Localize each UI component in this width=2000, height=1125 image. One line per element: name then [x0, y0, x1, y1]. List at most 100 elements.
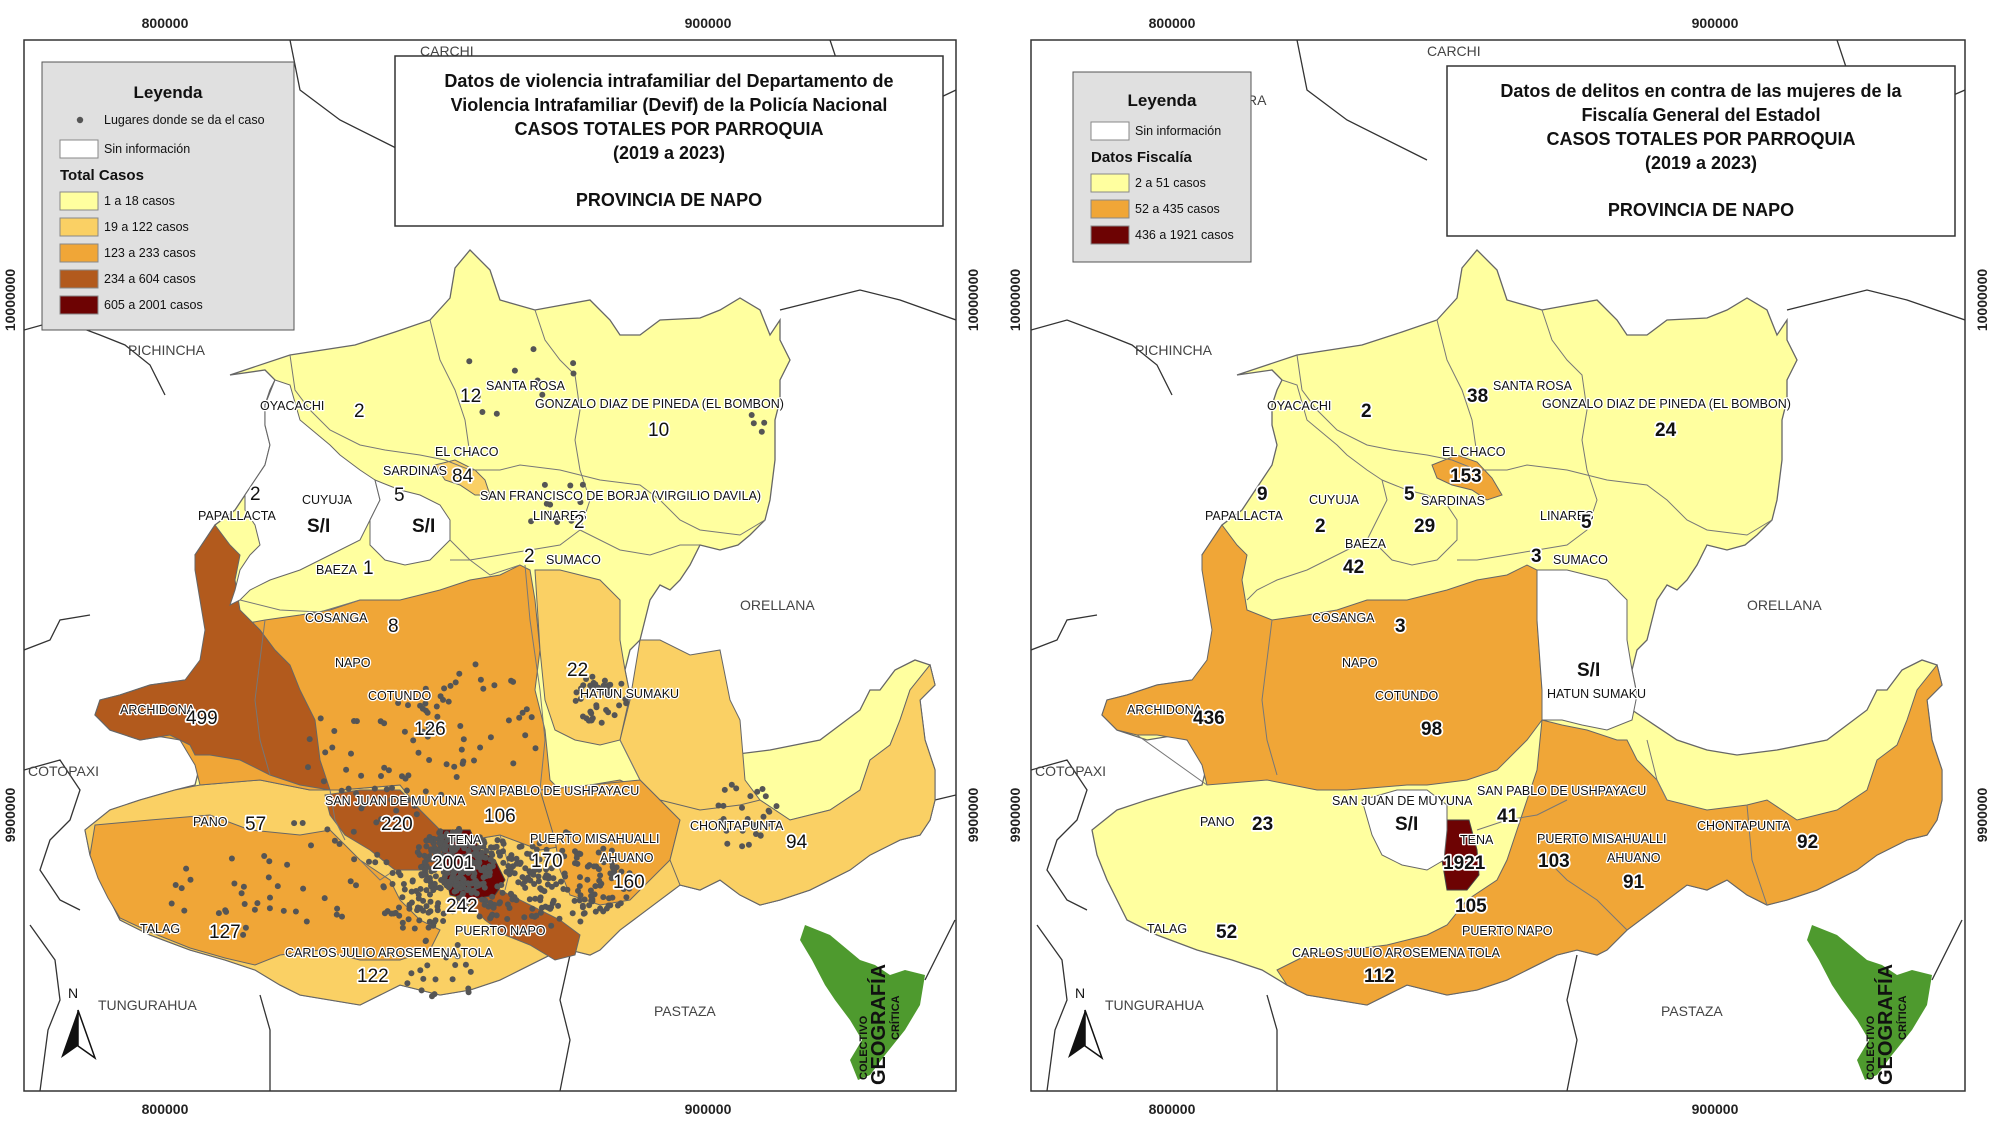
case-dot	[544, 838, 551, 845]
value-cuyuja-l: S/I	[307, 516, 330, 537]
case-dot	[576, 883, 583, 890]
case-dot	[516, 861, 523, 867]
case-dot	[223, 908, 230, 915]
label-pichincha-right: PICHINCHA	[1135, 342, 1213, 358]
case-dot	[403, 787, 410, 794]
case-dot	[331, 837, 338, 844]
case-dot	[428, 847, 435, 854]
case-dot	[445, 698, 452, 705]
case-dot	[242, 924, 249, 931]
case-dot	[465, 868, 472, 874]
case-dot	[422, 685, 429, 692]
case-dot	[597, 872, 604, 879]
case-dot	[483, 848, 490, 854]
case-dot	[541, 888, 548, 895]
case-dot	[595, 866, 602, 873]
left-logo: GEOGRAFÍA COLECTIVO CRÍTICA EC	[800, 925, 925, 1085]
case-dot	[456, 670, 463, 677]
case-dot	[408, 970, 415, 977]
value-cotundo-l: 126	[414, 719, 446, 740]
case-dot	[436, 840, 443, 847]
value-santa-rosa-l: 12	[460, 386, 481, 407]
case-dot	[300, 885, 307, 892]
left-legend-swatch-2	[59, 243, 99, 263]
case-dot	[348, 750, 354, 757]
case-dot	[451, 888, 458, 895]
case-dot	[358, 805, 365, 812]
label-pichincha-left: PICHINCHA	[128, 342, 206, 358]
value-chontapunta-l: 94	[786, 832, 808, 853]
case-dot	[480, 685, 487, 692]
coord-y1-right-l: 10000000	[965, 269, 981, 332]
parish-sumaco-r: SUMACO	[1553, 553, 1608, 567]
case-dot	[592, 908, 599, 915]
case-dot	[415, 891, 422, 898]
left-region-el-chaco	[434, 459, 491, 496]
parish-ahuano-r: AHUANO	[1607, 851, 1661, 865]
value-chontapunta-r: 92	[1797, 832, 1818, 853]
case-dot	[572, 697, 579, 704]
case-dot	[500, 840, 507, 847]
parish-archidona-r: ARCHIDONA	[1127, 703, 1203, 717]
case-dot	[728, 781, 735, 788]
case-dot	[715, 802, 722, 809]
parish-oyacachi-l: OYACACHI	[260, 399, 324, 413]
case-dot	[334, 905, 341, 912]
case-dot	[345, 785, 352, 792]
case-dot	[477, 854, 484, 861]
case-dot	[423, 843, 430, 850]
case-dot	[422, 938, 429, 945]
case-dot	[480, 837, 487, 844]
case-dot	[542, 903, 549, 910]
case-dot	[587, 887, 594, 894]
case-dot	[449, 976, 456, 983]
left-title-line3: CASOS TOTALES POR PARROQUIA	[514, 119, 823, 139]
right-legend-nodata: Sin información	[1135, 124, 1221, 138]
value-puerto-napo-r: 105	[1455, 896, 1487, 917]
case-dot	[773, 803, 780, 810]
parish-el-chaco-l: EL CHACO	[435, 445, 499, 459]
case-dot	[339, 913, 345, 920]
case-dot	[240, 883, 247, 890]
parish-ahuano-l: AHUANO	[600, 851, 654, 865]
case-dot	[614, 874, 621, 881]
case-dot	[338, 787, 345, 794]
case-dot	[445, 884, 452, 891]
coord-x1-top-l: 800000	[142, 15, 189, 31]
case-dot	[458, 840, 464, 847]
case-dot	[381, 764, 388, 771]
parish-chontapunta-l: CHONTAPUNTA	[690, 819, 784, 833]
case-dot	[528, 714, 535, 721]
case-dot	[507, 866, 514, 873]
case-dot	[487, 856, 494, 863]
case-dot	[583, 676, 590, 682]
case-dot	[543, 852, 550, 859]
coord-x2-top-r: 900000	[1692, 15, 1739, 31]
case-dot	[533, 912, 540, 919]
value-puerto-napo-l: 242	[446, 896, 478, 917]
value-linares-r: 5	[1581, 512, 1592, 533]
label-tungurahua-left: TUNGURAHUA	[98, 997, 197, 1013]
case-dot	[603, 905, 610, 912]
case-dot	[447, 682, 454, 689]
case-dot	[448, 846, 455, 852]
case-dot	[472, 661, 479, 668]
case-dot	[615, 853, 622, 860]
case-dot	[383, 786, 390, 793]
left-region-hatun	[534, 569, 631, 746]
left-legend-swatch-1	[59, 217, 99, 237]
case-dot	[435, 900, 442, 907]
case-dot	[261, 853, 268, 859]
case-dot	[462, 961, 469, 968]
case-dot	[444, 837, 451, 844]
right-legend-class-1: 52 a 435 casos	[1135, 202, 1220, 216]
case-dot	[748, 412, 755, 418]
case-dot	[536, 840, 543, 847]
case-dot	[487, 734, 494, 741]
case-dot	[626, 870, 633, 877]
left-province-labels: PICHINCHA ORELLANA COTOPAXI TUNGURAHUA P…	[28, 43, 815, 1019]
case-dot	[516, 714, 523, 721]
case-dot	[461, 859, 468, 866]
case-dot	[579, 481, 586, 488]
case-dot	[238, 890, 245, 897]
